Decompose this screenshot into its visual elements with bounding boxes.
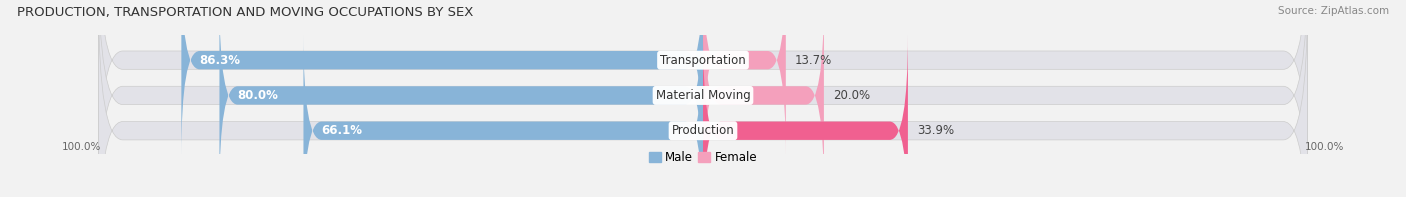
- FancyBboxPatch shape: [219, 0, 703, 192]
- Text: Source: ZipAtlas.com: Source: ZipAtlas.com: [1278, 6, 1389, 16]
- FancyBboxPatch shape: [98, 0, 1308, 197]
- Text: 100.0%: 100.0%: [1305, 142, 1344, 152]
- FancyBboxPatch shape: [703, 34, 908, 197]
- FancyBboxPatch shape: [98, 0, 1308, 197]
- Text: 80.0%: 80.0%: [238, 89, 278, 102]
- Text: 86.3%: 86.3%: [200, 54, 240, 67]
- Text: 20.0%: 20.0%: [832, 89, 870, 102]
- FancyBboxPatch shape: [703, 0, 786, 157]
- FancyBboxPatch shape: [98, 0, 1308, 192]
- Text: Transportation: Transportation: [661, 54, 745, 67]
- Text: 13.7%: 13.7%: [794, 54, 832, 67]
- FancyBboxPatch shape: [703, 0, 824, 192]
- FancyBboxPatch shape: [181, 0, 703, 157]
- Text: 33.9%: 33.9%: [917, 124, 955, 137]
- Legend: Male, Female: Male, Female: [644, 147, 762, 169]
- Text: Production: Production: [672, 124, 734, 137]
- Text: 66.1%: 66.1%: [322, 124, 363, 137]
- Text: Material Moving: Material Moving: [655, 89, 751, 102]
- Text: PRODUCTION, TRANSPORTATION AND MOVING OCCUPATIONS BY SEX: PRODUCTION, TRANSPORTATION AND MOVING OC…: [17, 6, 474, 19]
- Text: 100.0%: 100.0%: [62, 142, 101, 152]
- FancyBboxPatch shape: [304, 34, 703, 197]
